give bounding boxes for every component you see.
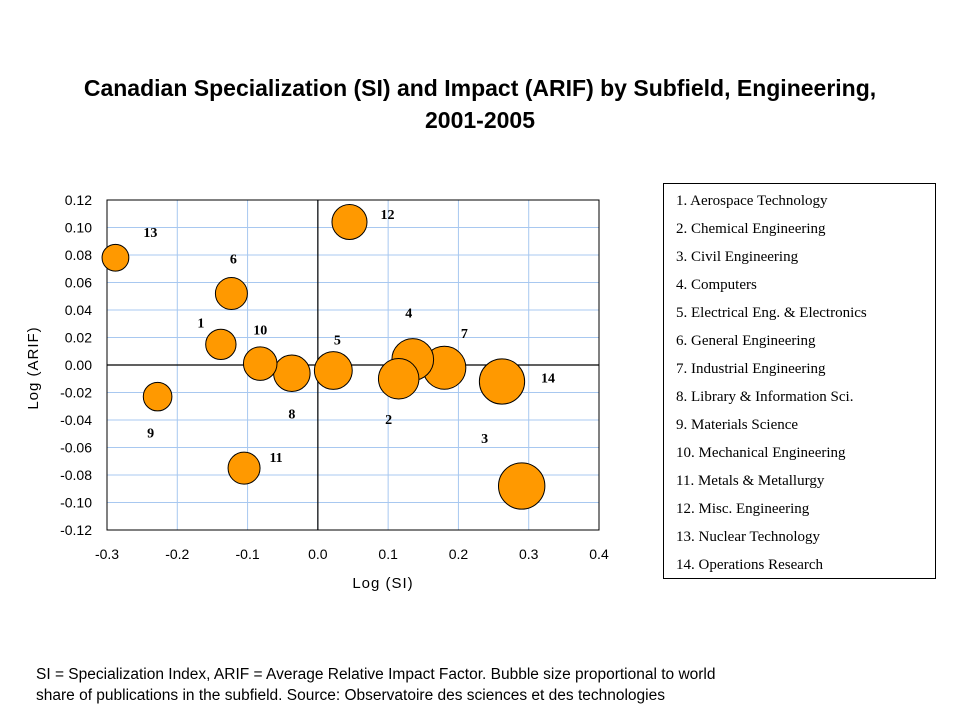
- bubble-label: 9: [147, 427, 154, 442]
- x-tick-label: -0.3: [95, 546, 119, 562]
- bubble-13: [101, 243, 130, 272]
- bubble-12: [331, 203, 368, 241]
- bubble-label: 3: [481, 432, 488, 447]
- bubble-8: [273, 354, 311, 392]
- bubble-label: 11: [269, 451, 282, 466]
- legend-item: 7. Industrial Engineering: [676, 361, 826, 377]
- chart-title-line1: Canadian Specialization (SI) and Impact …: [83, 75, 877, 101]
- bubble-5: [313, 351, 353, 390]
- y-tick-label: 0.02: [65, 330, 92, 346]
- x-axis-label: Log (SI): [352, 575, 413, 592]
- y-tick-label: 0.08: [65, 247, 92, 263]
- bubble-label: 4: [405, 307, 412, 322]
- legend-item: 5. Electrical Eng. & Electronics: [676, 305, 867, 321]
- bubble-11: [227, 451, 261, 485]
- bubble-label: 14: [541, 372, 555, 387]
- legend-item: 6. General Engineering: [676, 333, 816, 349]
- legend-item: 10. Mechanical Engineering: [676, 445, 846, 461]
- legend-item: 14. Operations Research: [676, 557, 824, 573]
- legend-item: 4. Computers: [676, 277, 757, 293]
- bubble-label: 13: [143, 226, 157, 241]
- legend-item: 9. Materials Science: [676, 417, 799, 433]
- y-axis-label: Log (ARIF): [25, 326, 42, 409]
- bubble-label: 5: [334, 334, 341, 349]
- y-tick-label: -0.06: [60, 440, 92, 456]
- legend-item: 1. Aerospace Technology: [676, 193, 828, 209]
- y-tick-label: 0.00: [65, 357, 92, 373]
- y-tick-label: -0.12: [60, 522, 92, 538]
- bubble-label: 10: [253, 324, 267, 339]
- bubble-label: 12: [380, 208, 394, 223]
- y-tick-label: -0.04: [60, 412, 92, 428]
- bubble-9: [142, 381, 173, 412]
- chart-title: Canadian Specialization (SI) and Impact …: [0, 72, 960, 136]
- x-tick-label: 0.4: [589, 546, 609, 562]
- legend-item: 3. Civil Engineering: [676, 249, 799, 265]
- bubble-10: [242, 346, 278, 381]
- bubble-label: 2: [385, 413, 392, 428]
- y-tick-label: 0.06: [65, 275, 92, 291]
- legend-item: 13. Nuclear Technology: [676, 529, 821, 545]
- bubble-label: 1: [197, 316, 204, 331]
- bubble-3: [497, 462, 546, 510]
- x-tick-label: -0.2: [165, 546, 189, 562]
- y-tick-label: 0.10: [65, 220, 92, 236]
- x-tick-label: 0.3: [519, 546, 539, 562]
- bubble-14: [478, 358, 526, 405]
- y-tick-label: -0.02: [60, 385, 92, 401]
- bubble-2: [377, 358, 420, 400]
- chart-title-line2: 2001-2005: [425, 107, 535, 133]
- x-tick-label: 0.2: [449, 546, 469, 562]
- bubble-6: [214, 277, 248, 310]
- y-tick-label: 0.04: [65, 302, 92, 318]
- x-tick-label: 0.1: [378, 546, 398, 562]
- bubble-1: [205, 328, 237, 361]
- legend-item: 11. Metals & Metallurgy: [676, 473, 825, 489]
- footnote-line2: share of publications in the subfield. S…: [36, 687, 665, 704]
- x-tick-label: 0.0: [308, 546, 328, 562]
- x-tick-label: -0.1: [236, 546, 260, 562]
- legend: 1. Aerospace Technology 2. Chemical Engi…: [663, 183, 936, 579]
- legend-item: 8. Library & Information Sci.: [676, 389, 854, 405]
- legend-item: 2. Chemical Engineering: [676, 221, 826, 237]
- bubble-label: 8: [288, 407, 295, 422]
- footnote: SI = Specialization Index, ARIF = Averag…: [36, 664, 916, 706]
- bubble-label: 6: [230, 253, 237, 268]
- bubble-label: 7: [461, 327, 468, 342]
- y-tick-label: -0.10: [60, 495, 92, 511]
- y-tick-label: 0.12: [65, 192, 92, 208]
- footnote-line1: SI = Specialization Index, ARIF = Averag…: [36, 666, 716, 683]
- y-tick-label: -0.08: [60, 467, 92, 483]
- legend-item: 12. Misc. Engineering: [676, 501, 810, 517]
